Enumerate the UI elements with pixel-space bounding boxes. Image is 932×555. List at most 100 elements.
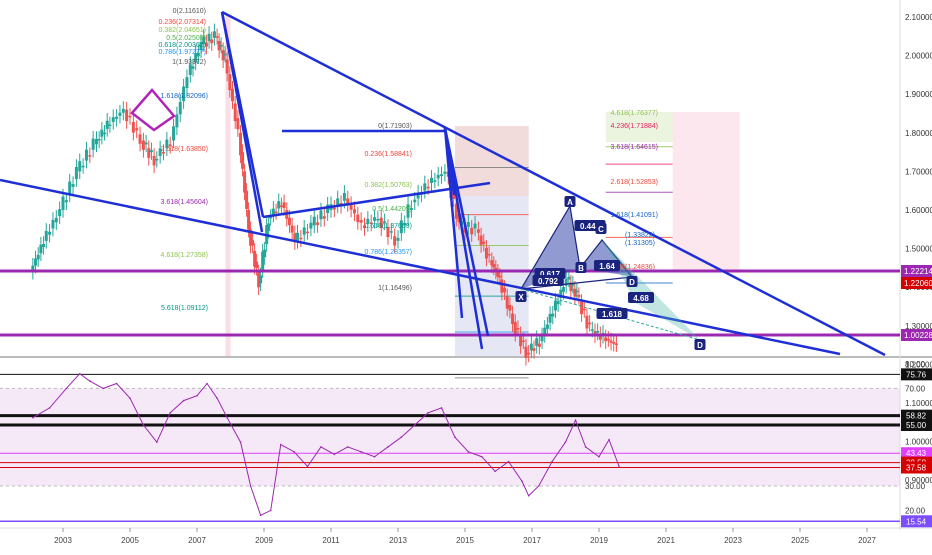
pattern-badge[interactable] <box>594 260 620 271</box>
fib-label: 0.236(1.24836) <box>608 264 655 271</box>
pattern-label: 1.618 <box>602 310 623 319</box>
candle <box>279 205 283 207</box>
trendline[interactable] <box>221 10 886 357</box>
diamond-pattern[interactable] <box>130 88 176 132</box>
candle <box>389 231 393 233</box>
rsi-point <box>196 394 198 397</box>
price-badge-label: 1.00228 <box>904 331 932 340</box>
candle <box>100 129 104 137</box>
fib-label: 0(1.71903) <box>378 123 412 130</box>
rsi-point <box>320 446 322 448</box>
rsi-line[interactable] <box>32 373 620 516</box>
candle <box>609 340 613 343</box>
trendline[interactable] <box>443 127 464 319</box>
candle <box>614 343 618 346</box>
pattern-label: 0.441 <box>580 222 601 231</box>
pattern-badge[interactable] <box>628 292 654 303</box>
candle <box>535 338 539 346</box>
candle <box>519 334 523 347</box>
candle <box>202 36 206 45</box>
candle <box>604 337 608 342</box>
rsi-point <box>269 509 272 512</box>
rsi-point <box>360 451 362 453</box>
rsi-point <box>226 416 228 419</box>
candle <box>585 315 589 329</box>
x-tick-label: 2017 <box>523 536 541 545</box>
candle <box>396 237 400 241</box>
candle <box>386 226 390 238</box>
candle <box>91 138 95 150</box>
trendline[interactable] <box>443 127 490 337</box>
rsi-point <box>387 446 389 448</box>
candle <box>379 217 383 229</box>
candle <box>68 181 72 195</box>
candle <box>326 204 330 214</box>
rsi-point <box>115 382 118 385</box>
pattern-label: 0.792 <box>538 277 559 286</box>
candle <box>71 184 75 187</box>
pattern-label: 4.68 <box>633 294 649 303</box>
pattern-badge[interactable] <box>575 262 587 273</box>
candle <box>228 74 232 91</box>
candle <box>553 300 557 311</box>
x-tick-label: 2015 <box>456 536 474 545</box>
candle <box>147 148 151 158</box>
rsi-badge[interactable] <box>901 461 932 474</box>
pattern-badge[interactable] <box>694 339 706 350</box>
pattern-badge[interactable] <box>596 308 628 319</box>
rsi-point <box>346 446 349 448</box>
rsi-pane[interactable] <box>0 359 900 527</box>
rsi-badge[interactable] <box>901 419 932 431</box>
price-badge[interactable] <box>901 329 932 341</box>
candle <box>302 227 306 235</box>
candle <box>543 327 547 336</box>
price-badge[interactable] <box>901 265 932 277</box>
candle <box>423 183 427 191</box>
candle <box>569 282 573 292</box>
rsi-badge[interactable] <box>901 447 932 460</box>
harmonic-bcd[interactable] <box>580 240 635 277</box>
fib-label: 2.618(1.52853) <box>611 179 658 186</box>
candle <box>39 244 43 254</box>
rsi-badge[interactable] <box>901 368 932 381</box>
pattern-badge[interactable] <box>626 276 638 287</box>
rsi-point <box>129 397 131 399</box>
harmonic-ext[interactable] <box>602 240 700 340</box>
candle <box>482 241 486 244</box>
price-tick-label: 1.30000 <box>905 322 932 331</box>
pattern-badge[interactable] <box>595 223 607 234</box>
rsi-band <box>0 388 900 486</box>
trendline[interactable] <box>220 11 264 233</box>
pattern-badge[interactable] <box>515 291 527 302</box>
candle <box>430 177 433 183</box>
rsi-badge[interactable] <box>901 515 932 528</box>
candle <box>42 243 46 248</box>
candle <box>168 144 172 146</box>
pattern-badge[interactable] <box>532 275 564 286</box>
candle <box>436 174 440 179</box>
fib-zone-2019-top <box>605 112 673 142</box>
rsi-point <box>259 514 262 517</box>
trendline[interactable] <box>0 178 841 356</box>
candle <box>277 201 281 209</box>
rsi-point <box>206 382 208 385</box>
fib-label: 0.382(2.04651) <box>159 27 206 34</box>
fib-label: 0.618(1.37669) <box>365 223 412 230</box>
trendline[interactable] <box>443 127 456 196</box>
x-tick-label: 2009 <box>255 536 273 545</box>
candle <box>596 331 600 333</box>
candle <box>496 271 500 277</box>
pattern-badge[interactable] <box>564 196 576 207</box>
price-tick-label: 0.90000 <box>905 476 932 485</box>
price-tick-label: 2.00000 <box>905 52 932 61</box>
rsi-badge[interactable] <box>901 409 932 422</box>
candle <box>48 231 52 235</box>
x-tick-label: 2003 <box>54 536 72 545</box>
candle <box>178 101 182 115</box>
candle <box>221 50 225 61</box>
candle <box>524 346 528 358</box>
price-badge[interactable] <box>901 277 932 289</box>
harmonic-outline[interactable] <box>520 204 634 290</box>
candle <box>111 117 115 122</box>
